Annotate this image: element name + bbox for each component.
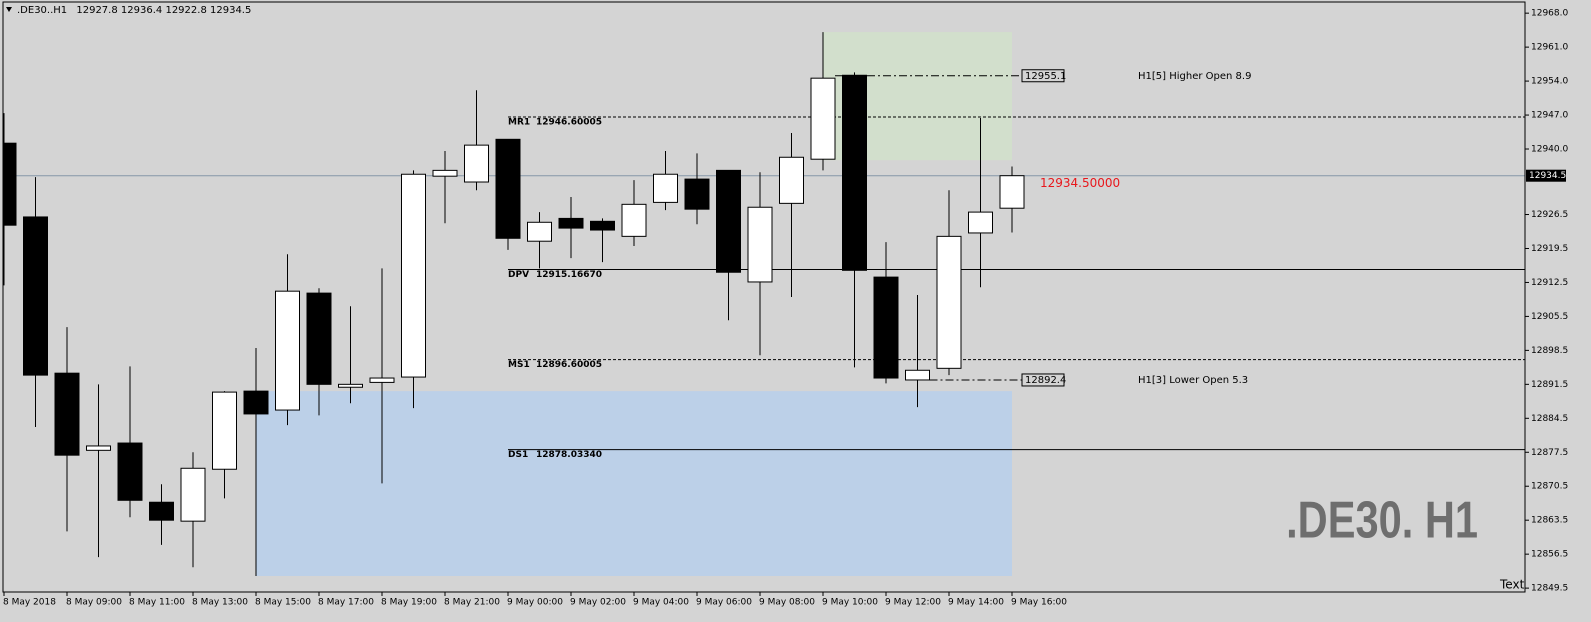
price-box [1526,169,1566,182]
open-marker-text: H1[5] Higher Open 8.9 [1138,71,1251,82]
open-marker-box [1021,373,1065,387]
y-tick-label: 12905.5 [1531,312,1568,322]
candle-body [905,369,930,381]
candle-body [86,445,111,451]
menu-arrow[interactable] [6,7,12,12]
candle-body [936,235,962,369]
level-value: 12946.60005 [536,117,602,127]
candle-body [243,390,269,415]
candle-body [653,173,678,203]
x-tick-label: 9 May 16:00 [1011,598,1067,608]
candle-body [495,138,521,239]
candle-body [558,217,584,229]
header-low: 12922.8 [165,5,206,16]
y-tick-label: 12898.5 [1531,346,1568,356]
candle-body [212,391,237,470]
open-marker-value: 12892.4 [1025,375,1066,386]
open-marker-value: 12955.1 [1025,71,1066,82]
y-tick-label: 12877.5 [1531,448,1568,458]
y-tick-label: 12891.5 [1531,380,1568,390]
candle-body [968,211,993,234]
candle-body [369,377,395,383]
y-tick-label: 12954.0 [1531,77,1568,87]
candle-body [117,442,143,501]
x-tick-label: 9 May 14:00 [948,598,1004,608]
plot-area: .DE30. H1 [3,32,1525,576]
open-marker-text: H1[3] Lower Open 5.3 [1138,375,1248,386]
candle-body [401,173,426,378]
y-tick-label: 12863.5 [1531,516,1568,526]
level-value: 12896.60005 [536,360,602,370]
y-tick-label: 12912.5 [1531,278,1568,288]
candle-body [842,74,867,271]
watermark: .DE30. H1 [1286,490,1478,549]
y-tick-label: 12870.5 [1531,482,1568,492]
candle-body [684,178,710,210]
y-tick-label: 12961.0 [1531,43,1568,53]
header-high: 12936.4 [121,5,162,16]
candle-body [873,276,899,379]
x-tick-label: 8 May 21:00 [444,598,500,608]
header-close: 12934.5 [210,5,251,16]
candle-body [621,203,647,237]
chart-header: .DE30..H1 12927.8 12936.4 12922.8 12934.… [17,5,251,16]
level-name: MS1 [508,360,530,370]
x-tick-label: 8 May 17:00 [318,598,374,608]
y-tick-label: 12926.5 [1531,210,1568,220]
x-tick-label: 9 May 08:00 [759,598,815,608]
price-label: 12934.50000 [1040,176,1120,190]
candle-body [338,383,363,388]
candle-body [810,77,836,160]
plot-border [2,1,1526,593]
candle-body [747,206,773,283]
level-name: MR1 [508,117,530,127]
x-tick-label: 9 May 02:00 [570,598,626,608]
candle-body [275,290,300,411]
x-tick-label: 8 May 15:00 [255,598,311,608]
candle-body [149,501,174,521]
x-tick-label: 9 May 10:00 [822,598,878,608]
x-tick-label: 8 May 11:00 [129,598,185,608]
y-tick-label: 12968.0 [1531,9,1568,19]
x-tick-label: 9 May 06:00 [696,598,752,608]
candle-body [180,467,206,522]
candle-body [464,144,489,183]
price-box-label: 12934.5 [1529,171,1566,181]
y-tick-label: 12940.0 [1531,145,1568,155]
candle-body [23,216,48,376]
y-tick-label: 12884.5 [1531,414,1568,424]
level-name: DS1 [508,450,528,460]
y-tick-label: 12919.5 [1531,244,1568,254]
x-tick-label: 8 May 09:00 [66,598,122,608]
candle-body [432,169,458,177]
y-tick-label: 12849.5 [1531,584,1568,594]
candle-body [527,221,552,242]
x-tick-label: 9 May 04:00 [633,598,689,608]
candle-body [999,175,1025,209]
header-open: 12927.8 [76,5,117,16]
level-name: DPV [508,270,529,280]
open-marker-box [1021,69,1065,83]
level-value: 12915.16670 [536,270,602,280]
candle-body [716,169,741,273]
x-tick-label: 9 May 00:00 [507,598,563,608]
level-value: 12878.03340 [536,450,602,460]
x-tick-label: 8 May 19:00 [381,598,437,608]
y-tick-label: 12856.5 [1531,550,1568,560]
candle-body [54,372,80,456]
candle-body [779,156,804,204]
chart-title: .DE30..H1 [17,5,67,16]
candle-body [590,220,615,231]
y-tick-label: 12947.0 [1531,111,1568,121]
x-tick-label: 8 May 2018 [3,598,56,608]
x-tick-label: 9 May 12:00 [885,598,941,608]
corner-label: Text [1499,578,1525,592]
x-tick-label: 8 May 13:00 [192,598,248,608]
candle-body [306,292,332,385]
zone [256,391,1012,576]
candle-body [3,142,17,226]
